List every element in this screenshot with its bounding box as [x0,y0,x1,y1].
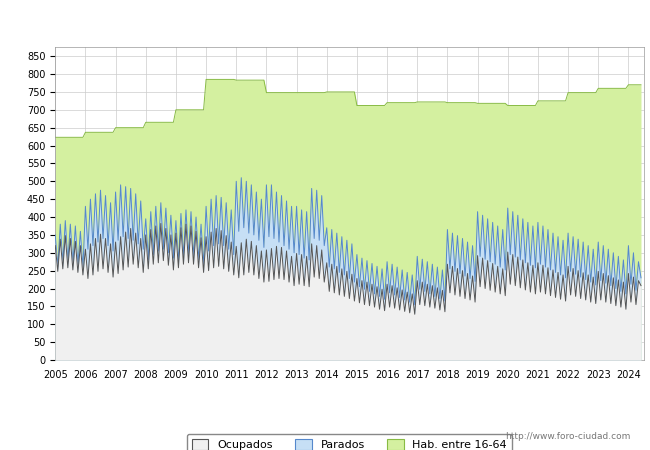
Text: Rotglà i Corberà  -  Evolucion de la poblacion en edad de Trabajar Mayo de 2024: Rotglà i Corberà - Evolucion de la pobla… [68,14,582,27]
Text: http://www.foro-ciudad.com: http://www.foro-ciudad.com [505,432,630,441]
Legend: Ocupados, Parados, Hab. entre 16-64: Ocupados, Parados, Hab. entre 16-64 [187,434,512,450]
